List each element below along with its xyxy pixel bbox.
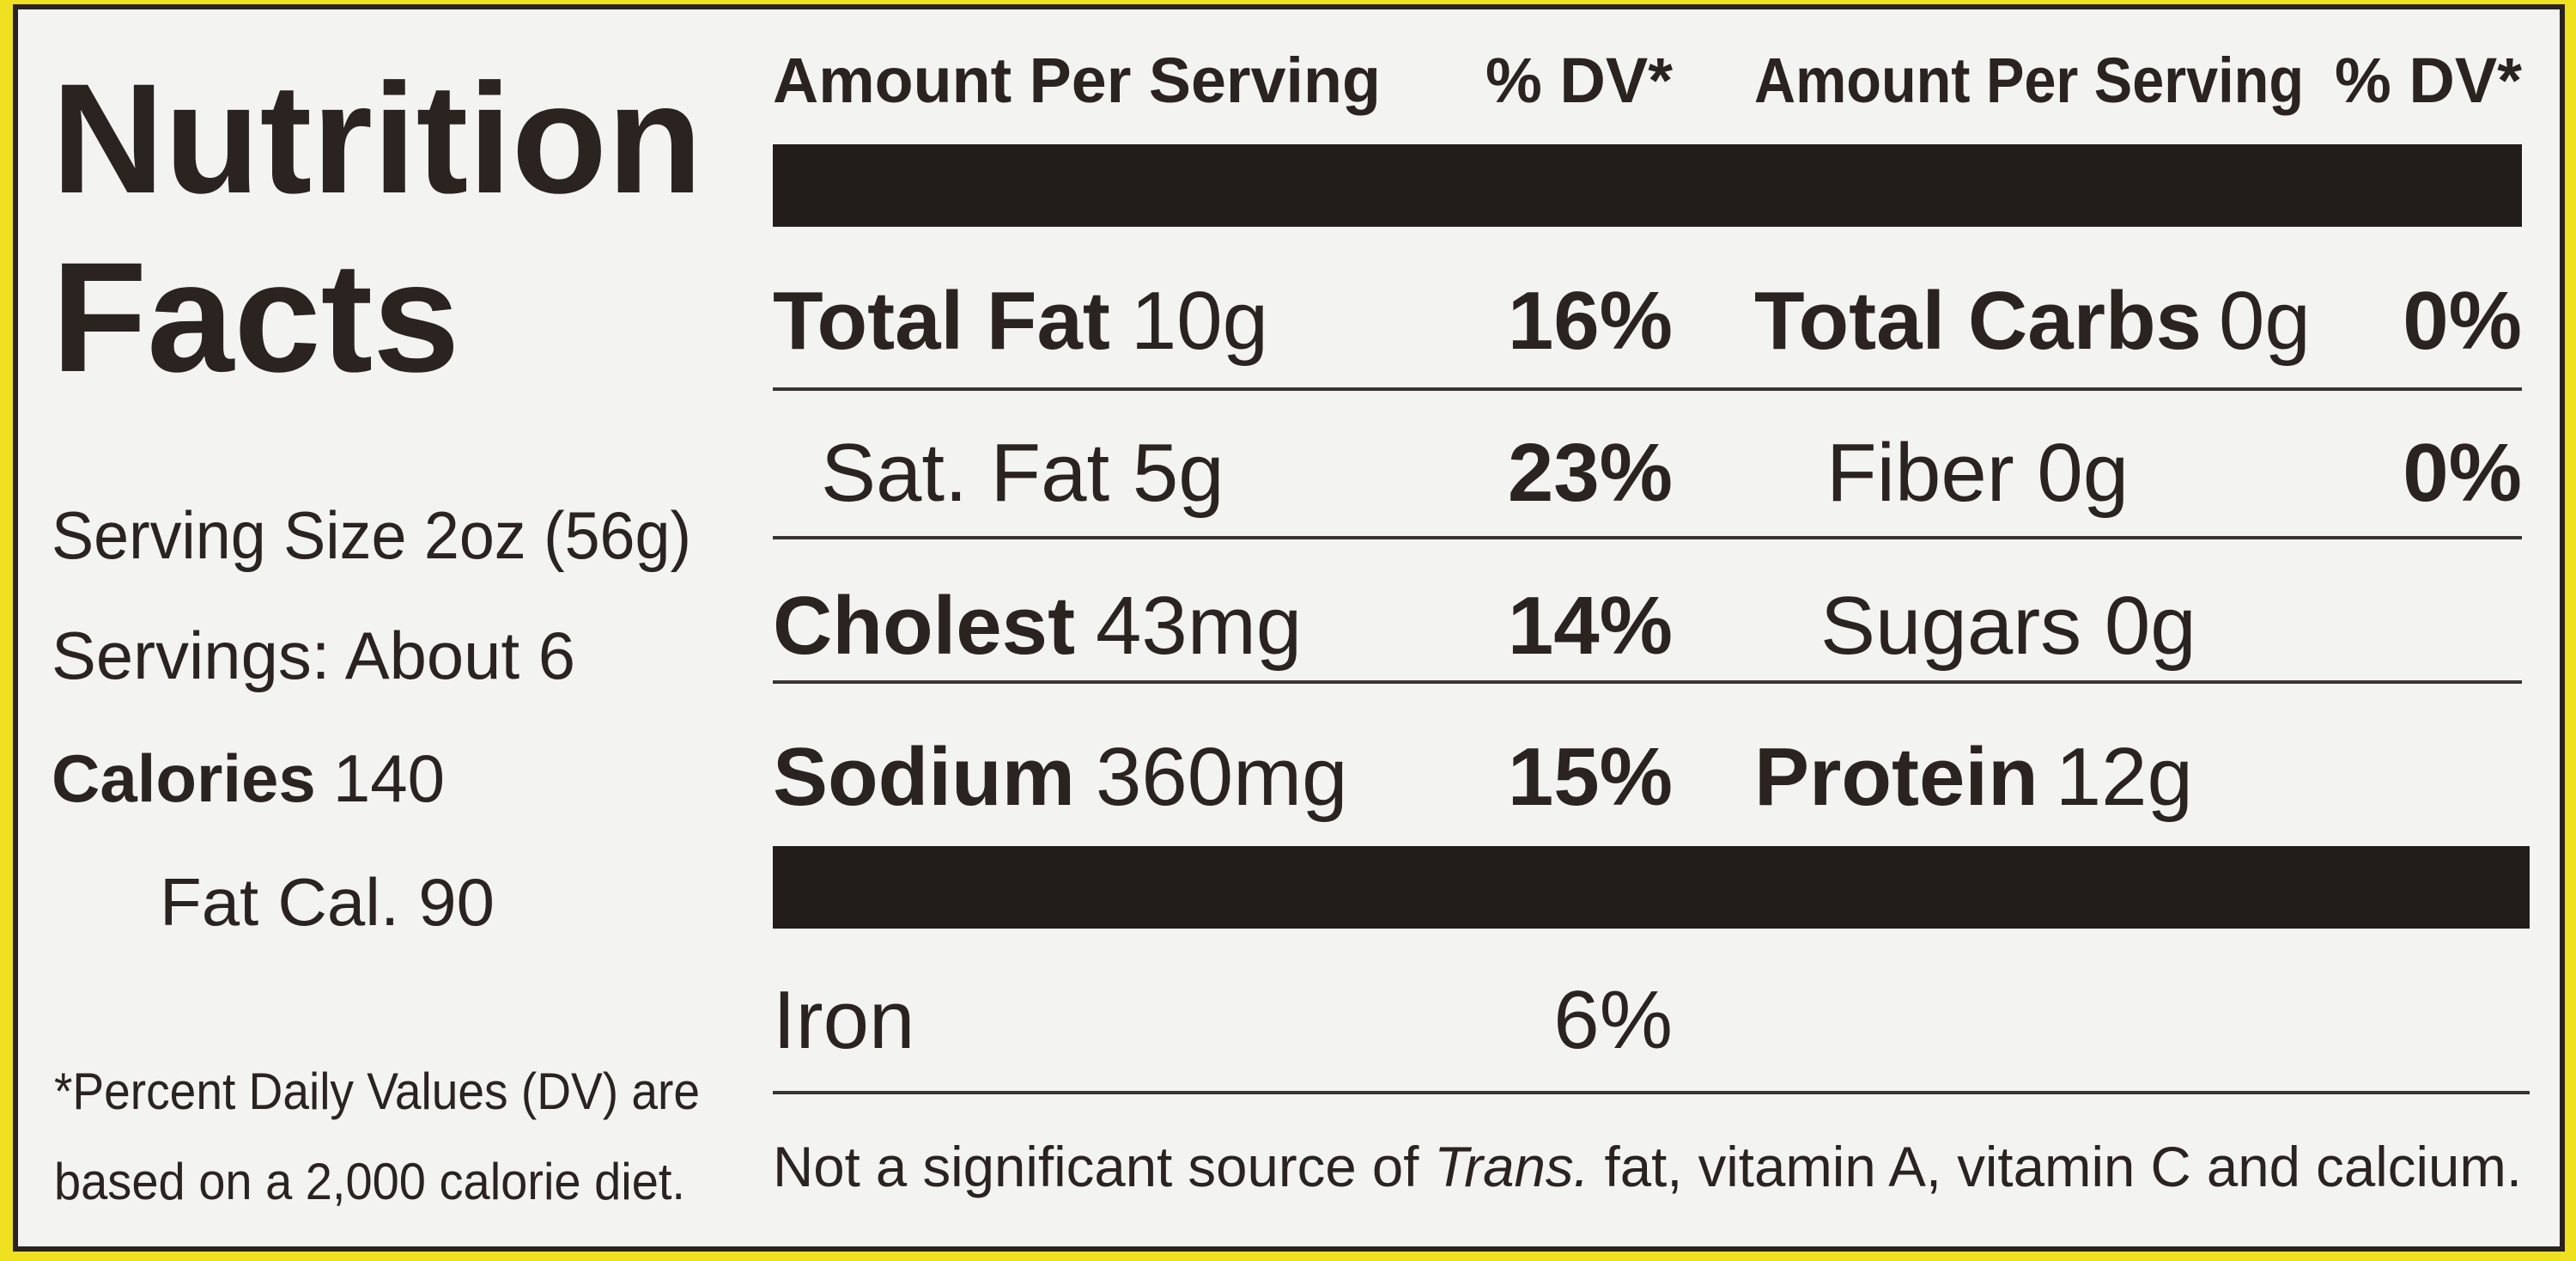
nutrient: Cholest	[773, 580, 1075, 672]
nutrient: Iron	[773, 974, 914, 1066]
daily-value: 0%	[2403, 275, 2522, 367]
daily-value: 15%	[1508, 731, 1673, 823]
nutrient: Sodium	[773, 731, 1075, 823]
serving-size: Serving Size 2oz (56g)	[52, 497, 691, 573]
daily-value: 16%	[1508, 275, 1673, 367]
footnote-line: *Percent Daily Values (DV) are	[54, 1063, 700, 1120]
nutrient: Sugars 0g	[1820, 580, 2196, 672]
nutrient-row: Sodium 360mg	[773, 731, 1348, 823]
nutrient: Total Carbs	[1754, 275, 2202, 367]
note-italic: Trans.	[1434, 1135, 1589, 1198]
nutrient: Fiber 0g	[1826, 427, 2129, 519]
thick-bar	[773, 846, 2530, 929]
nutrient-row: Total Fat 10g	[773, 275, 1268, 367]
amount: 10g	[1131, 275, 1268, 367]
column-header: Amount Per Serving	[773, 45, 1381, 116]
daily-value: 6%	[1553, 974, 1673, 1066]
column-header: % DV*	[2335, 45, 2522, 116]
note: Not a significant source of Trans. fat, vi…	[773, 1135, 2522, 1198]
nutrient-row: Cholest 43mg	[773, 580, 1302, 672]
nutrient: Sat. Fat 5g	[821, 427, 1224, 519]
daily-value: 14%	[1508, 580, 1673, 672]
title-line: Nutrition	[52, 51, 702, 226]
note-text: Not a significant source of	[773, 1135, 1419, 1198]
thick-bar	[773, 144, 2522, 227]
calories-label: Calories	[52, 740, 316, 816]
amount: 0g	[2219, 275, 2311, 367]
amount: 12g	[2056, 731, 2193, 823]
nutrient: Total Fat	[773, 275, 1110, 367]
amount: 43mg	[1096, 580, 1302, 672]
servings: Servings: About 6	[52, 618, 575, 693]
nutrient: Protein	[1754, 731, 2038, 823]
calories-amount: 140	[333, 740, 445, 816]
fat-calories: Fat Cal. 90	[160, 864, 495, 940]
column-header: % DV*	[1485, 45, 1673, 116]
calories: Calories 140	[52, 740, 445, 816]
column-header: Amount Per Serving	[1754, 45, 2304, 116]
nutrient-row: Total Carbs 0g	[1754, 275, 2311, 367]
daily-value: 0%	[2403, 427, 2522, 519]
note-text: fat, vitamin A, vitamin C and calcium.	[1605, 1135, 2522, 1198]
nutrient-row: Protein 12g	[1754, 731, 2193, 823]
title-line: Facts	[52, 229, 459, 405]
amount: 360mg	[1096, 731, 1348, 823]
daily-value: 23%	[1508, 427, 1673, 519]
footnote-line: based on a 2,000 calorie diet.	[54, 1153, 685, 1210]
